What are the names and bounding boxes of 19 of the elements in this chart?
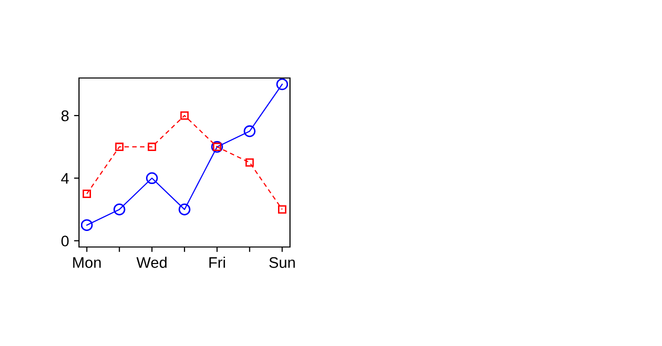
y-tick-label: 8: [61, 110, 69, 122]
x-tick-label: Wed: [136, 256, 167, 268]
point: [244, 125, 256, 138]
point: [148, 142, 156, 152]
point: [276, 78, 288, 90]
point: [82, 190, 91, 198]
x-tick-label: Fri: [209, 256, 225, 268]
point: [80, 219, 93, 231]
point: [113, 204, 126, 216]
y-tick-label: 4: [61, 173, 69, 184]
point: [245, 158, 254, 167]
x-tick-label: Mon: [73, 257, 101, 268]
x-tick-label: Sun: [269, 257, 295, 268]
point: [178, 204, 190, 216]
point: [115, 142, 124, 152]
point: [180, 111, 189, 120]
y-tick-label: 0: [61, 236, 69, 246]
point: [278, 205, 286, 214]
point: [146, 172, 158, 184]
